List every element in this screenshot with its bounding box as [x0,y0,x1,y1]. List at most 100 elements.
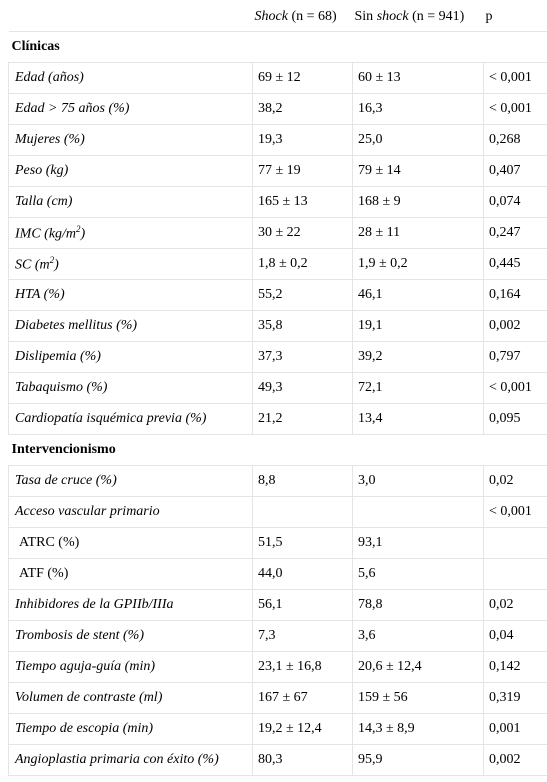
cell-value: 1,8 ± 0,2 [258,256,308,271]
value-cell: 1,9 ± 0,2 [352,248,484,280]
value-cell: 35,8 [252,310,353,342]
row-label: SC (m2) [8,248,253,280]
value-cell: 23,1 ± 16,8 [252,651,353,683]
cell-value: 72,1 [358,380,383,395]
value-cell: 44,0 [252,558,353,590]
data-row: SC (m2) 1,8 ± 0,2 1,9 ± 0,2 0,445 [8,248,547,280]
value-cell: 51,5 [252,527,353,559]
cell-value: 20,6 ± 12,4 [358,659,422,674]
data-row: ATF (%) 44,0 5,6 [8,558,547,590]
cell-value: < 0,001 [489,70,532,85]
row-label: Angioplastia primaria con éxito (%) [8,744,253,776]
value-cell [483,558,547,590]
row-label: HTA (%) [8,279,253,311]
label-text: Talla (cm) [15,194,73,209]
data-row: IMC (kg/m2) 30 ± 22 28 ± 11 0,247 [8,217,547,249]
value-cell: 1,8 ± 0,2 [252,248,353,280]
value-cell: 72,1 [352,372,484,404]
row-label: Peso (kg) [8,155,253,187]
header-row: Shock (n = 68) Sin shock (n = 941) p [9,3,547,32]
value-cell: 0,04 [483,620,547,652]
value-cell: 46,1 [352,279,484,311]
value-cell [483,527,547,559]
cell-value: < 0,001 [489,504,532,519]
row-label: Diabetes mellitus (%) [8,310,253,342]
data-row: Tabaquismo (%) 49,3 72,1 < 0,001 [8,372,547,404]
value-cell: 49,3 [252,372,353,404]
value-cell: 0,142 [483,651,547,683]
label-text: Angioplastia primaria con éxito (%) [15,752,219,767]
label-text: Trombosis de stent (%) [15,628,144,643]
cell-value: 0,268 [489,132,521,147]
data-row: Tiempo aguja-guía (min) 23,1 ± 16,8 20,6 ±… [8,651,547,683]
value-cell [352,496,484,528]
cell-value: 1,9 ± 0,2 [358,256,408,271]
value-cell: 39,2 [352,341,484,373]
cell-value: 167 ± 67 [258,690,308,705]
value-cell: 38,2 [252,93,353,125]
row-label: IMC (kg/m2) [8,217,253,249]
cell-value: 69 ± 12 [258,70,301,85]
cell-value: 35,8 [258,318,283,333]
value-cell: < 0,001 [483,372,547,404]
label-text: ) [54,257,59,273]
value-cell: 0,074 [483,186,547,218]
cell-value: 55,2 [258,287,283,302]
value-cell: 0,002 [483,744,547,776]
cell-value: 37,3 [258,349,283,364]
label-text: Edad > 75 años (%) [15,101,130,116]
cell-value: 49,3 [258,380,283,395]
row-label: Talla (cm) [8,186,253,218]
value-cell: 3,6 [352,620,484,652]
data-row: Edad > 75 años (%) 38,2 16,3 < 0,001 [8,93,547,125]
value-cell: 0,095 [483,403,547,435]
value-cell: 78,8 [352,589,484,621]
value-cell: 55,2 [252,279,353,311]
row-label: Cardiopatía isquémica previa (%) [8,403,253,435]
section-row: Clínicas [8,31,547,63]
label-text: Edad (años) [15,70,84,85]
value-cell: < 0,001 [483,496,547,528]
label-text: IMC (kg/m [15,226,77,242]
value-cell: 3,0 [352,465,484,497]
cell-value: 0,095 [489,411,521,426]
header-emphasis: Shock [254,9,288,24]
label-text: ATF (%) [19,566,69,581]
value-cell: 69 ± 12 [252,62,353,94]
row-label: Volumen de contraste (ml) [8,682,253,714]
row-label: Dislipemia (%) [8,341,253,373]
value-cell: 0,319 [483,682,547,714]
cell-value: 93,1 [358,535,383,550]
cell-value: 159 ± 56 [358,690,408,705]
value-cell [252,496,353,528]
value-cell: 21,2 [252,403,353,435]
header-text: p [485,9,493,24]
cell-value: 25,0 [358,132,383,147]
section-title-text: Clínicas [11,39,60,54]
cell-value: 0,247 [489,225,521,240]
row-label: ATRC (%) [8,527,253,559]
cell-value: 80,3 [258,752,283,767]
cell-value: 44,0 [258,566,283,581]
label-text: Peso (kg) [15,163,69,178]
cell-value: 168 ± 9 [358,194,401,209]
header-text: (n = 68) [287,9,337,24]
cell-value: 7,3 [258,628,276,643]
cell-value: 30 ± 22 [258,225,301,240]
cell-value: 0,142 [489,659,521,674]
row-label: Edad (años) [8,62,253,94]
cell-value: 0,319 [489,690,521,705]
header-text: Sin [354,9,377,24]
cell-value: 0,407 [489,163,521,178]
label-text: Tabaquismo (%) [15,380,108,395]
section-title-text: Intervencionismo [11,442,116,457]
row-label: Edad > 75 años (%) [8,93,253,125]
value-cell: < 0,001 [483,93,547,125]
header-cell: Shock (n = 68) [253,3,353,32]
value-cell: 0,407 [483,155,547,187]
cell-value: 77 ± 19 [258,163,301,178]
cell-value: 3,6 [358,628,376,643]
label-text: Dislipemia (%) [15,349,101,364]
value-cell: 165 ± 13 [252,186,353,218]
